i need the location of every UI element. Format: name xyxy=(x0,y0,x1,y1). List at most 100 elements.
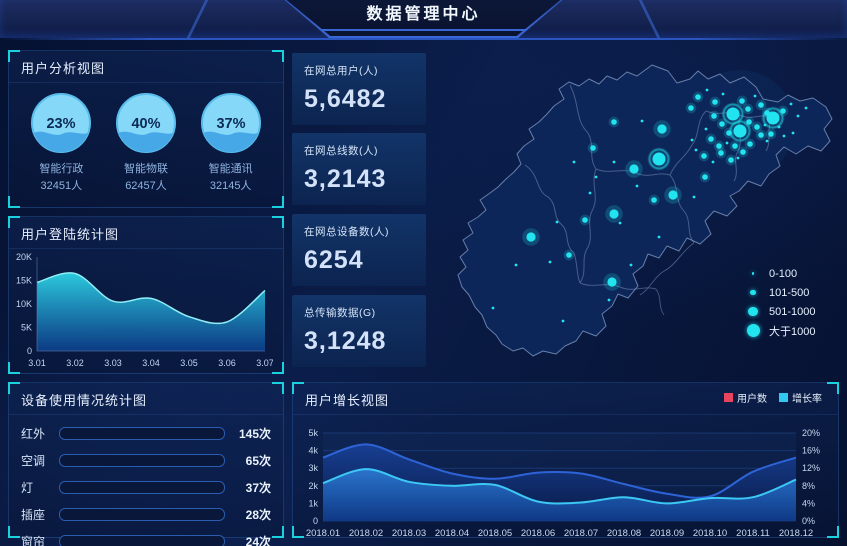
map-data-dot xyxy=(561,319,565,323)
map-data-dot xyxy=(758,132,764,138)
bar-category: 插座 xyxy=(21,508,46,522)
title-underline-decor xyxy=(320,29,527,38)
x-tick-label: 2018.08 xyxy=(607,528,641,539)
x-tick-label: 3.06 xyxy=(218,358,236,368)
map-data-dot xyxy=(629,263,633,267)
bar-track xyxy=(59,481,225,494)
stat-card-total-users: 在网总用户(人) 5,6482 xyxy=(292,53,426,125)
gauge-percent-label: 23% xyxy=(47,116,76,132)
right-tick-label: 0% xyxy=(802,516,815,526)
map-data-dot xyxy=(566,252,572,258)
stat-value: 5,6482 xyxy=(304,85,387,113)
legend-swatch-icon xyxy=(779,393,788,402)
panel-user-analysis: 用户分析视图 23% 智能行政 32451人 40% 智能物联 62457人 3… xyxy=(8,50,284,208)
map-data-dot xyxy=(657,235,661,239)
legend-label: 用户数 xyxy=(737,394,767,405)
bar-row: 窗帘 24次 xyxy=(21,533,271,546)
right-tick-label: 16% xyxy=(802,446,820,456)
map-data-dot xyxy=(780,108,786,114)
bar-row: 灯 37次 xyxy=(21,479,271,496)
growth-rate-area xyxy=(323,469,796,521)
header-divider xyxy=(0,38,847,40)
panel-title: 用户增长视图 xyxy=(293,383,838,415)
stat-label: 在网总用户(人) xyxy=(304,65,378,77)
y-tick-label: 0 xyxy=(27,346,32,356)
bar-row: 红外 145次 xyxy=(21,425,271,442)
map-data-dot xyxy=(732,143,738,149)
device-bars-chart: 红外 145次 空调 65次 灯 37次 插座 28次 窗帘 xyxy=(9,415,283,546)
legend-label: 501-1000 xyxy=(769,305,816,318)
login-axes xyxy=(36,257,265,352)
map-data-dot xyxy=(705,88,709,92)
map-legend-row: 101-500 xyxy=(745,283,816,302)
map-data-dot xyxy=(590,145,596,151)
legend-dot-icon xyxy=(748,306,758,317)
map-data-dot xyxy=(763,123,767,127)
map-data-dot xyxy=(526,232,536,242)
map-data-dot xyxy=(692,195,696,199)
map-data-dot xyxy=(688,105,694,111)
map-data-dot xyxy=(711,113,717,119)
gauge-label: 智能通讯 xyxy=(208,163,253,175)
x-tick-label: 3.05 xyxy=(180,358,198,368)
stat-value: 3,1248 xyxy=(304,327,387,355)
liquid-gauge-chart: 37% xyxy=(200,93,261,153)
x-tick-label: 3.07 xyxy=(256,358,273,368)
dot-ring xyxy=(729,120,751,142)
growth-chart-legend: 用户数 增长率 xyxy=(724,390,822,405)
panel-user-growth: 用户增长视图 用户数 增长率 0 1k 2k 3k 4k 5k 0% 4% 8% 12% 16% 20… xyxy=(292,382,839,539)
bar-category: 红外 xyxy=(21,427,46,441)
map-data-dot xyxy=(640,119,644,123)
legend-item-users[interactable]: 用户数 xyxy=(724,390,767,405)
map-data-dot xyxy=(548,260,552,264)
panel-title: 用户登陆统计图 xyxy=(9,217,283,249)
map-data-dot xyxy=(618,221,622,225)
gauge-wave xyxy=(32,131,91,152)
growth-area-chart: 0 1k 2k 3k 4k 5k 0% 4% 8% 12% 16% 20% 2018.01 2018.02… xyxy=(306,428,820,539)
legend-item-growth-rate[interactable]: 增长率 xyxy=(779,390,822,405)
bar-row: 空调 65次 xyxy=(21,452,271,469)
header-slash-decor xyxy=(638,0,661,38)
map-data-dot xyxy=(716,143,722,149)
x-tick-label: 3.02 xyxy=(66,358,84,368)
map-data-dot xyxy=(711,160,715,164)
y-tick-label: 5K xyxy=(21,323,32,333)
map-data-dot xyxy=(758,102,764,108)
dot-ring xyxy=(762,107,784,129)
gauge-row: 23% 智能行政 32451人 40% 智能物联 62457人 37% 智能通讯… xyxy=(9,83,283,193)
gauge-percent-label: 40% xyxy=(131,116,160,132)
map-outline xyxy=(457,64,833,357)
header: 数据管理中心 xyxy=(0,0,847,38)
bar-value: 28次 xyxy=(245,508,271,522)
map-data-dot xyxy=(719,121,725,127)
map-data-dot xyxy=(766,111,780,125)
map-legend: 0-100 101-500 501-1000 大于1000 xyxy=(745,264,816,340)
map-data-dot xyxy=(652,152,666,166)
x-tick-label: 2018.10 xyxy=(693,528,727,539)
legend-label: 增长率 xyxy=(792,394,822,405)
login-area-chart: 0 5K 10K 15K 20K 3.01 3.02 3.03 3.04 3.05 3.06 3.07 xyxy=(16,252,274,368)
stat-label: 在网总设备数(人) xyxy=(304,226,389,238)
map-data-dot xyxy=(702,174,708,180)
stat-card-total-lines: 在网总线数(人) 3,2143 xyxy=(292,133,426,205)
legend-label: 大于1000 xyxy=(769,325,816,338)
x-tick-label: 2018.09 xyxy=(650,528,684,539)
y-tick-label: 15K xyxy=(16,276,32,286)
map-data-dot xyxy=(733,124,747,138)
map-data-dot xyxy=(611,119,617,125)
map-data-dot xyxy=(657,124,667,134)
map-data-dot xyxy=(701,153,707,159)
x-tick-label: 2018.02 xyxy=(349,528,383,539)
map-data-dot xyxy=(695,94,701,100)
gauge-wave xyxy=(116,131,175,152)
map-data-dot xyxy=(791,131,795,135)
bar-value: 37次 xyxy=(245,481,271,495)
gauge-wave xyxy=(201,131,260,152)
map-data-dot xyxy=(740,149,746,155)
bar-track xyxy=(59,535,225,546)
map-data-dot xyxy=(789,102,793,106)
legend-dot-cell xyxy=(745,306,761,317)
map-data-dot xyxy=(726,107,740,121)
users-line xyxy=(322,443,797,499)
gauge-label: 智能行政 xyxy=(39,163,84,175)
